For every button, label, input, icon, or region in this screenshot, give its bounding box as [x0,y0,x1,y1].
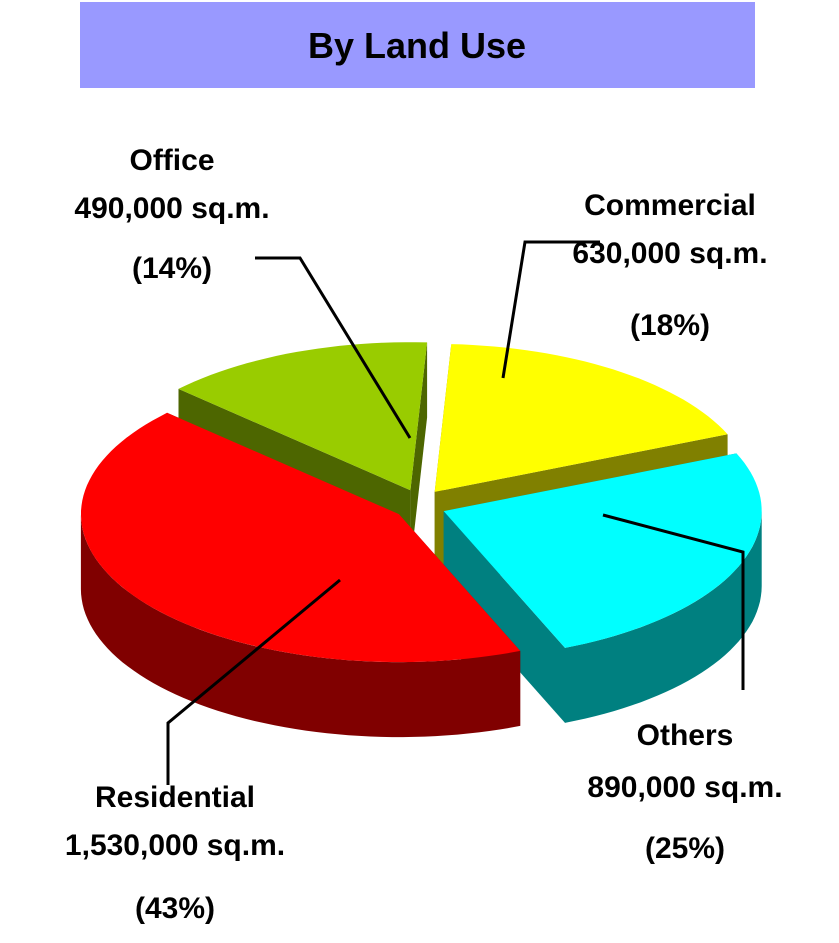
category-label: Office [129,144,214,177]
value-label: 630,000 sq.m. [572,237,767,270]
slice [443,453,762,648]
percent-label: (25%) [645,832,725,865]
value-label: 890,000 sq.m. [587,771,782,804]
percent-label: (14%) [132,252,212,285]
slice [434,344,728,492]
category-label: Residential [95,781,255,814]
slice [81,412,521,663]
pie [80,342,762,738]
slice-side [80,514,521,738]
percent-label: (18%) [630,309,710,342]
leader-line [501,240,600,379]
category-label: Others [637,719,734,752]
category-label: Commercial [584,189,756,222]
leader-line [255,256,412,439]
slice-wall [410,342,428,566]
slice-side [565,511,762,723]
chart-title: By Land Use [308,25,526,66]
value-label: 1,530,000 sq.m. [65,829,285,862]
slice-tops [81,342,762,663]
slice [178,342,428,491]
labels: Commercial 630,000 sq.m. (18%) Others 890,00… [65,144,783,925]
slice-sides [80,511,762,738]
slice-wall [443,511,565,723]
leader-line [602,513,745,690]
leader-line [166,578,341,785]
value-label: 490,000 sq.m. [74,192,269,225]
title-box [80,2,755,88]
percent-label: (43%) [135,892,215,925]
